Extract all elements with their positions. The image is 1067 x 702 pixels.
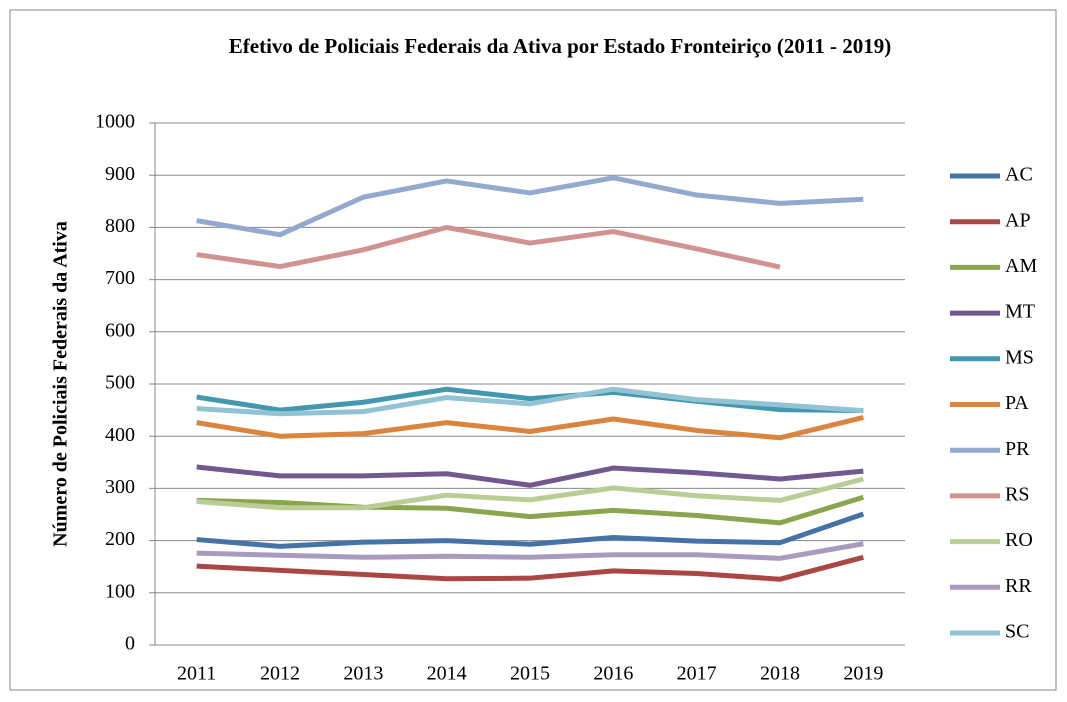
y-tick-label: 800 [105,215,135,237]
legend-label: RO [1005,529,1033,551]
legend-label: MS [1005,346,1034,368]
x-tick-label: 2014 [427,663,467,685]
series-line [196,386,864,414]
legend-label: PR [1005,438,1030,460]
series-line [196,464,864,488]
chart-title: Efetivo de Policiais Federais da Ativa p… [228,34,892,58]
series-line [196,494,865,526]
legend-label: MT [1005,301,1035,323]
series-line [196,554,864,582]
x-tick-label: 2013 [343,663,383,685]
y-tick-label: 400 [105,424,135,446]
series-line [196,224,781,270]
series-line [196,541,864,561]
x-tick-label: 2017 [677,663,717,685]
x-tick-label: 2019 [843,663,883,685]
legend-label: RS [1005,483,1029,505]
y-tick-label: 600 [105,319,135,341]
legend-label: AC [1005,164,1033,186]
x-tick-label: 2012 [260,663,300,685]
chart-border [9,9,1057,691]
legend-label: RR [1005,575,1032,597]
y-tick-label: 0 [125,633,135,655]
legend-label: AM [1005,255,1037,277]
series-line [196,476,864,511]
series-line [196,175,864,238]
y-tick-label: 900 [105,163,135,185]
x-tick-label: 2018 [760,663,800,685]
legend-label: AP [1005,209,1031,231]
y-tick-label: 300 [105,476,135,498]
x-tick-label: 2015 [510,663,550,685]
y-tick-label: 500 [105,372,135,394]
series-line [196,414,864,441]
x-tick-label: 2011 [177,663,216,685]
series-line [196,386,864,417]
series-line [196,511,865,549]
legend-label: PA [1005,392,1029,414]
y-tick-label: 200 [105,528,135,550]
y-tick-label: 100 [105,580,135,602]
y-tick-label: 700 [105,267,135,289]
legend-label: SC [1005,621,1029,643]
y-tick-label: 1000 [95,111,135,133]
x-tick-label: 2016 [593,663,633,685]
y-axis-label: Número de Policiais Federais da Ativa [50,221,72,547]
